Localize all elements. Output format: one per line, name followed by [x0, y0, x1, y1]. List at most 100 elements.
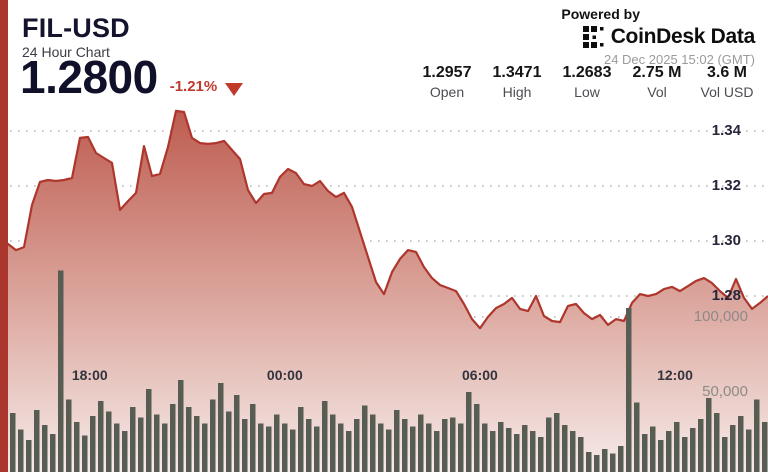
volume-bar [58, 270, 64, 472]
volume-bar [674, 422, 680, 472]
volume-bar [194, 416, 200, 472]
volume-bar [186, 407, 192, 472]
volume-bar [538, 437, 544, 472]
volume-bar [658, 440, 664, 472]
volume-bar [586, 452, 592, 472]
volume-bar [98, 401, 104, 472]
volume-bar [346, 431, 352, 472]
chart-timestamp: 24 Dec 2025 15:02 (GMT) [603, 52, 755, 67]
volume-bar [330, 414, 336, 472]
volume-bar [138, 417, 144, 472]
volume-bar [730, 425, 736, 472]
header-right: Powered by CoinDesk Data 24 Dec 2025 15:… [561, 6, 755, 67]
stat-low: 1.2683 Low [559, 64, 615, 100]
stat-vol-value: 2.75 M [632, 64, 682, 81]
volume-bar [458, 423, 464, 472]
volume-bar [290, 429, 296, 472]
volume-bar [362, 405, 368, 472]
volume-bar [746, 429, 752, 472]
volume-bar [530, 431, 536, 472]
stat-open-label: Open [429, 84, 465, 100]
current-price: 1.2800 [20, 51, 158, 103]
volume-bar [450, 417, 456, 472]
chart-subtitle: 24 Hour Chart [22, 44, 110, 61]
volume-bar [698, 419, 704, 472]
volume-bar [122, 431, 128, 472]
volume-bar [258, 423, 264, 472]
time-tick-label: 00:00 [266, 367, 303, 383]
header-left: FIL-USD 24 Hour Chart [22, 14, 130, 61]
volume-bar [514, 434, 520, 472]
price-change-percent: -1.21% [169, 78, 218, 95]
volume-bar [338, 423, 344, 472]
volume-bar [546, 417, 552, 472]
volume-bar [682, 437, 688, 472]
volume-bar [250, 404, 256, 472]
stat-open: 1.2957 Open [419, 64, 475, 100]
volume-bar [626, 308, 632, 472]
price-tick-label: 1.34 [711, 122, 741, 139]
price-line [0, 109, 768, 330]
price-tick-label: 1.28 [711, 287, 741, 304]
volume-bar [402, 419, 408, 472]
volume-bar [466, 392, 472, 472]
volume-bar [522, 425, 528, 472]
stat-low-value: 1.2683 [562, 64, 612, 81]
volume-bar [562, 425, 568, 472]
coindesk-brand-text: CoinDesk Data [610, 25, 756, 48]
volume-bar [266, 426, 272, 472]
volume-bar [274, 414, 280, 472]
volume-bar [50, 434, 56, 472]
volume-bar [106, 411, 112, 472]
volume-bar [490, 431, 496, 472]
stat-high: 1.3471 High [489, 64, 545, 100]
volume-bar [130, 407, 136, 472]
volume-bar [170, 404, 176, 472]
volume-bar [666, 431, 672, 472]
price-tick-label: 1.32 [711, 177, 741, 194]
stat-open-value: 1.2957 [422, 64, 472, 81]
current-price-row: 1.2800 -1.21% [20, 51, 244, 103]
volume-bar [234, 395, 240, 472]
time-tick-label: 06:00 [462, 367, 498, 383]
volume-bar [386, 429, 392, 472]
coindesk-brand[interactable]: CoinDesk Data [561, 25, 755, 49]
volume-bar [706, 398, 712, 472]
left-accent-stripe [0, 0, 8, 472]
volume-bar [634, 402, 640, 472]
volume-bar [370, 414, 376, 472]
volume-bar [34, 410, 40, 472]
volume-bar [378, 423, 384, 472]
price-tick-label: 1.30 [711, 232, 741, 249]
volume-bar [354, 419, 360, 472]
down-arrow-icon [225, 83, 244, 96]
stat-high-label: High [502, 84, 532, 100]
volume-bar [722, 437, 728, 472]
volume-bar [66, 399, 72, 472]
volume-bar [26, 440, 32, 472]
volume-tick-label: 50,000 [702, 383, 748, 400]
volume-bar [82, 435, 88, 472]
volume-bar [298, 407, 304, 472]
volume-bar [178, 380, 184, 472]
coindesk-logo-icon [582, 26, 604, 48]
volume-bar [218, 383, 224, 472]
volume-bar [426, 423, 432, 472]
volume-bar [202, 423, 208, 472]
volume-bar [42, 425, 48, 472]
volume-bar [610, 453, 616, 472]
volume-bar [90, 416, 96, 472]
volume-bar [498, 422, 504, 472]
volume-bar [602, 449, 608, 472]
volume-bar [282, 423, 288, 472]
volume-bar [618, 446, 624, 472]
volume-bar [738, 416, 744, 472]
volume-bar [114, 423, 120, 472]
volume-bar [570, 431, 576, 472]
time-tick-label: 18:00 [71, 367, 108, 383]
stat-vol-usd-value: 3.6 M [706, 64, 747, 81]
volume-bar [146, 389, 152, 472]
volume-bar [754, 399, 760, 472]
